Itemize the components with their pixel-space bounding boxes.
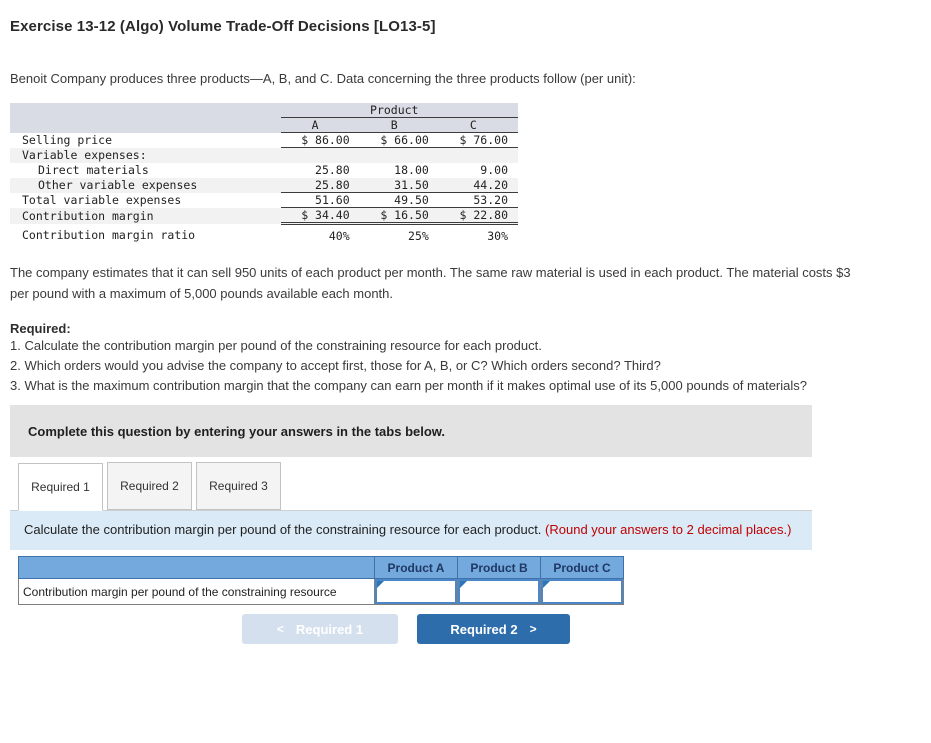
banner-text: Complete this question by entering your … (28, 423, 446, 439)
table-row-selling-price: Selling price $ 86.00 $ 66.00 $ 76.00 (10, 132, 518, 148)
instruction-text: Calculate the contribution margin per po… (24, 522, 546, 537)
complete-question-banner: Complete this question by entering your … (10, 405, 812, 457)
answer-input-cell-a (375, 579, 457, 604)
answer-table-row: Contribution margin per pound of the con… (18, 578, 624, 605)
rounding-note: (Round your answers to 2 decimal places.… (545, 522, 792, 537)
answer-input-product-c[interactable] (543, 581, 621, 602)
table-row-contribution-margin-ratio: Contribution margin ratio 40% 25% 30% (22, 228, 508, 243)
answer-header-blank (18, 556, 375, 579)
next-required-button[interactable]: Required 2 > (417, 614, 570, 644)
next-button-label: Required 2 (450, 621, 518, 637)
required-item-2: 2. Which orders would you advise the com… (10, 358, 661, 373)
table-group-header-row: Product (10, 103, 518, 118)
answer-table: Product A Product B Product C Contributi… (18, 556, 624, 605)
table-row-variable-expenses: Variable expenses: (10, 147, 518, 163)
estimate-paragraph: The company estimates that it can sell 9… (10, 265, 851, 301)
exercise-page: Exercise 13-12 (Algo) Volume Trade-Off D… (10, 18, 921, 644)
group-header-product: Product (280, 103, 518, 118)
intro-text: Benoit Company produces three products—A… (10, 71, 636, 86)
answer-row-label: Contribution margin per pound of the con… (18, 578, 375, 605)
answer-header-product-b: Product B (457, 556, 541, 579)
prev-button-label: Required 1 (295, 621, 364, 637)
answer-header-product-a: Product A (374, 556, 458, 579)
chevron-left-icon: < (276, 622, 284, 636)
tab-required-2[interactable]: Required 2 (107, 462, 192, 510)
required-item-1: 1. Calculate the contribution margin per… (10, 338, 542, 353)
chevron-right-icon: > (529, 622, 537, 636)
answer-header-product-c: Product C (540, 556, 624, 579)
answer-input-product-b[interactable] (460, 581, 538, 602)
table-row-direct-materials: Direct materials 25.80 18.00 9.00 (38, 163, 508, 177)
col-header-b: B (359, 117, 439, 133)
answer-input-product-a[interactable] (377, 581, 455, 602)
required-item-3: 3. What is the maximum contribution marg… (10, 378, 807, 393)
answer-input-cell-b (458, 579, 540, 604)
prev-required-button[interactable]: < Required 1 (242, 614, 398, 644)
tab-required-3[interactable]: Required 3 (196, 462, 281, 510)
table-column-header-row: A B C (10, 117, 518, 133)
page-title: Exercise 13-12 (Algo) Volume Trade-Off D… (10, 18, 436, 35)
required-heading: Required: (10, 321, 71, 336)
table-row-contribution-margin: Contribution margin $ 34.40 $ 16.50 $ 22… (10, 207, 518, 225)
required-tabs: Required 1 Required 2 Required 3 (10, 462, 812, 511)
product-data-table: Product A B C Selling price $ 86.00 $ 66… (10, 103, 518, 243)
col-header-c: C (438, 117, 518, 133)
tab-instruction-box: Calculate the contribution margin per po… (10, 511, 812, 550)
table-row-total-variable-expenses: Total variable expenses 51.60 49.50 53.2… (10, 192, 518, 208)
answer-input-cell-c (541, 579, 623, 604)
answer-table-header-row: Product A Product B Product C (18, 556, 624, 579)
tab-navigation: < Required 1 Required 2 > (10, 614, 921, 644)
col-header-a: A (280, 117, 360, 133)
table-row-other-variable-expenses: Other variable expenses 25.80 31.50 44.2… (10, 177, 518, 193)
tab-required-1[interactable]: Required 1 (18, 463, 103, 511)
